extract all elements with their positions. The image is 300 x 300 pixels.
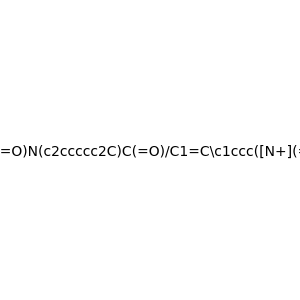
Text: O=C1NC(=O)N(c2ccccc2C)C(=O)/C1=C\c1ccc([N+](=O)[O-])s1: O=C1NC(=O)N(c2ccccc2C)C(=O)/C1=C\c1ccc([… xyxy=(0,145,300,158)
